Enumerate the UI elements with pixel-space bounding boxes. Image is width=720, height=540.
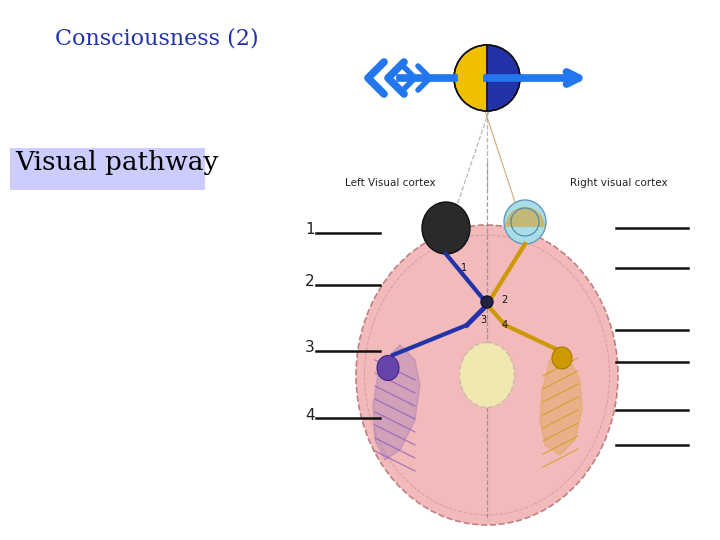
Ellipse shape [459, 342, 515, 408]
Text: 3: 3 [480, 315, 486, 325]
Ellipse shape [504, 200, 546, 244]
Text: 4: 4 [305, 408, 315, 422]
Ellipse shape [552, 347, 572, 369]
Ellipse shape [377, 355, 399, 381]
Ellipse shape [356, 225, 618, 525]
Wedge shape [454, 45, 487, 111]
Text: 2: 2 [501, 295, 507, 305]
Text: Right visual cortex: Right visual cortex [570, 178, 667, 188]
Text: 1: 1 [461, 263, 467, 273]
Wedge shape [505, 207, 545, 227]
Circle shape [481, 296, 493, 308]
Polygon shape [540, 355, 582, 455]
Ellipse shape [422, 202, 470, 254]
Text: 1: 1 [305, 222, 315, 238]
Polygon shape [373, 345, 420, 460]
FancyBboxPatch shape [10, 148, 205, 190]
Text: Left Visual cortex: Left Visual cortex [345, 178, 436, 188]
Text: 4: 4 [502, 320, 508, 330]
Wedge shape [487, 45, 520, 111]
Text: 3: 3 [305, 341, 315, 355]
Text: Consciousness (2): Consciousness (2) [55, 28, 258, 50]
Text: Visual pathway: Visual pathway [15, 150, 218, 175]
Text: 2: 2 [305, 274, 315, 289]
